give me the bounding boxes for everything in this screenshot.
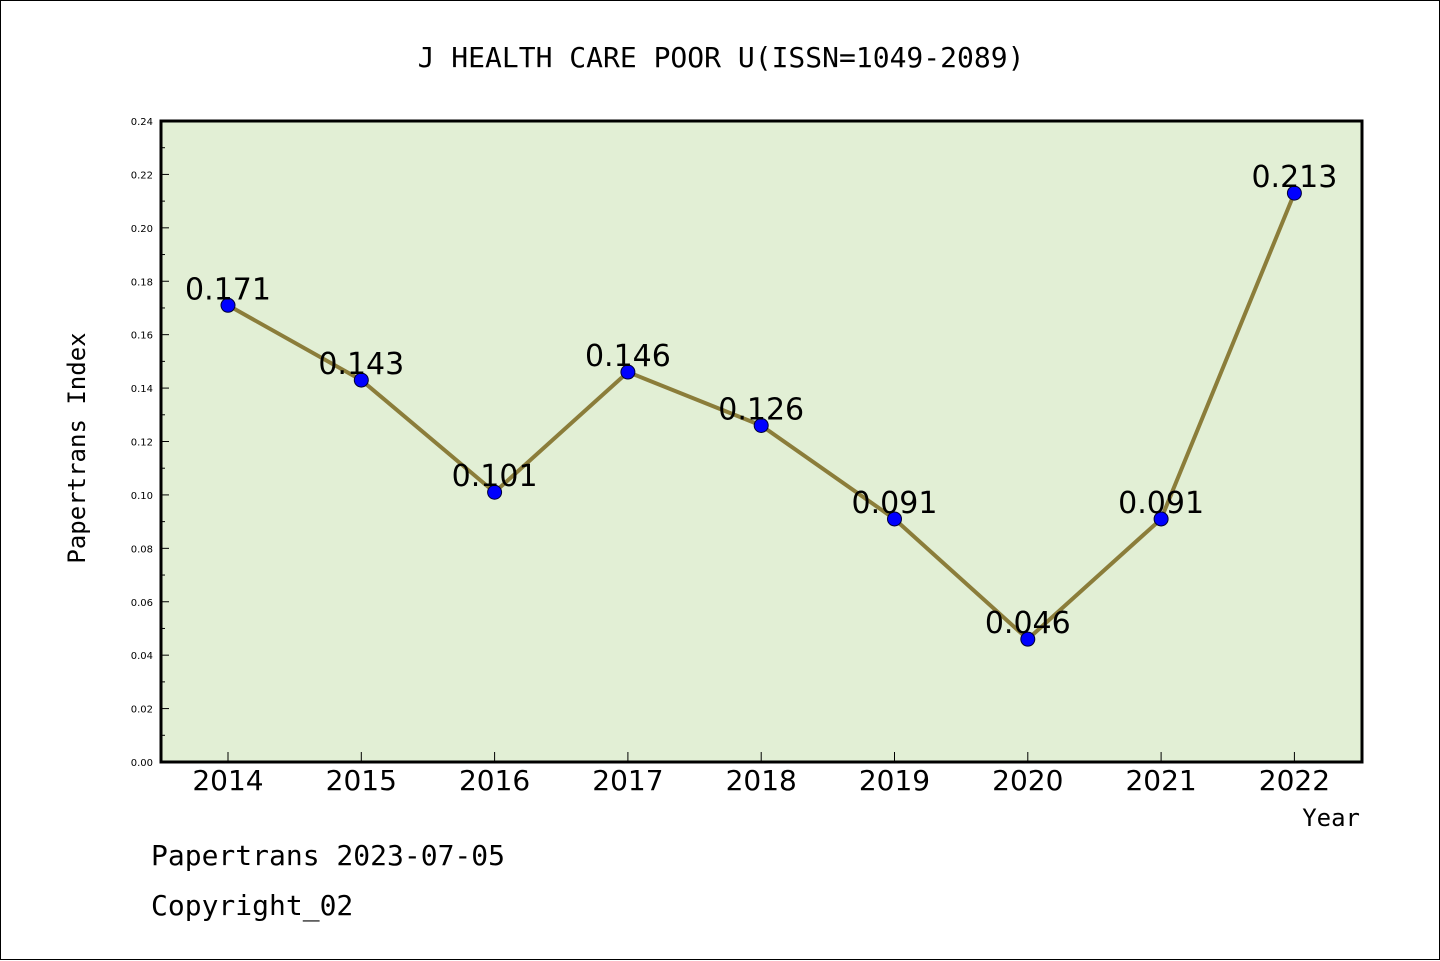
data-label: 0.046 xyxy=(985,606,1071,641)
x-axis: 2014 2015 2016 2017 2018 2019 2020 2021 2022 xyxy=(192,752,1330,797)
data-label: 0.091 xyxy=(852,486,938,521)
series-points xyxy=(220,185,1302,647)
chart-title: J HEALTH CARE POOR U(ISSN=1049-2089) xyxy=(418,41,1025,74)
data-label: 0.101 xyxy=(452,459,538,494)
data-label: 0.143 xyxy=(318,347,404,382)
y-tick-label: 0.14 xyxy=(131,384,153,395)
x-tick-label: 2021 xyxy=(1125,764,1196,797)
data-point xyxy=(1153,511,1169,527)
y-tick-label: 0.06 xyxy=(131,598,153,609)
x-tick-label: 2019 xyxy=(859,764,930,797)
y-tick-label: 0.10 xyxy=(131,491,153,502)
x-tick-label: 2016 xyxy=(459,764,530,797)
x-tick-label: 2020 xyxy=(992,764,1063,797)
data-label: 0.091 xyxy=(1118,486,1204,521)
data-label: 0.213 xyxy=(1251,160,1337,195)
y-tick-label: 0.08 xyxy=(131,544,153,555)
data-label: 0.171 xyxy=(185,272,271,307)
data-label: 0.146 xyxy=(585,339,671,374)
footer-copyright: Copyright_02 xyxy=(151,889,353,923)
y-tick-label: 0.20 xyxy=(131,224,153,235)
data-label: 0.126 xyxy=(718,392,804,427)
data-point xyxy=(620,364,636,380)
y-tick-label: 0.00 xyxy=(131,758,153,769)
data-point xyxy=(1020,631,1036,647)
plot-area xyxy=(159,119,1364,764)
y-axis: 0.00 0.02 0.04 0.06 0.08 0.10 0.12 0.14 0.16 0.18… xyxy=(131,117,169,769)
y-axis-title: Papertrans Index xyxy=(63,332,91,563)
y-tick-label: 0.18 xyxy=(131,277,153,288)
data-point xyxy=(220,297,236,313)
data-point xyxy=(887,511,902,527)
x-tick-label: 2018 xyxy=(726,764,797,797)
data-point xyxy=(753,417,769,433)
data-point xyxy=(1286,185,1302,201)
y-tick-label: 0.22 xyxy=(131,170,153,181)
data-point xyxy=(487,484,503,500)
y-tick-label: 0.02 xyxy=(131,705,153,716)
footer-date: Papertrans 2023-07-05 xyxy=(151,839,505,872)
data-point xyxy=(353,372,369,388)
x-tick-label: 2015 xyxy=(326,764,397,797)
x-tick-label: 2017 xyxy=(592,764,663,797)
y-tick-label: 0.24 xyxy=(131,117,153,128)
data-labels: 0.171 0.143 0.101 0.146 0.126 0.091 0.046 0.091… xyxy=(185,160,1337,641)
x-tick-label: 2014 xyxy=(192,764,263,797)
y-tick-label: 0.04 xyxy=(131,651,153,662)
x-axis-title: Year xyxy=(1302,804,1360,832)
y-tick-label: 0.12 xyxy=(131,438,153,449)
y-tick-label: 0.16 xyxy=(131,331,153,342)
x-tick-label: 2022 xyxy=(1259,764,1330,797)
